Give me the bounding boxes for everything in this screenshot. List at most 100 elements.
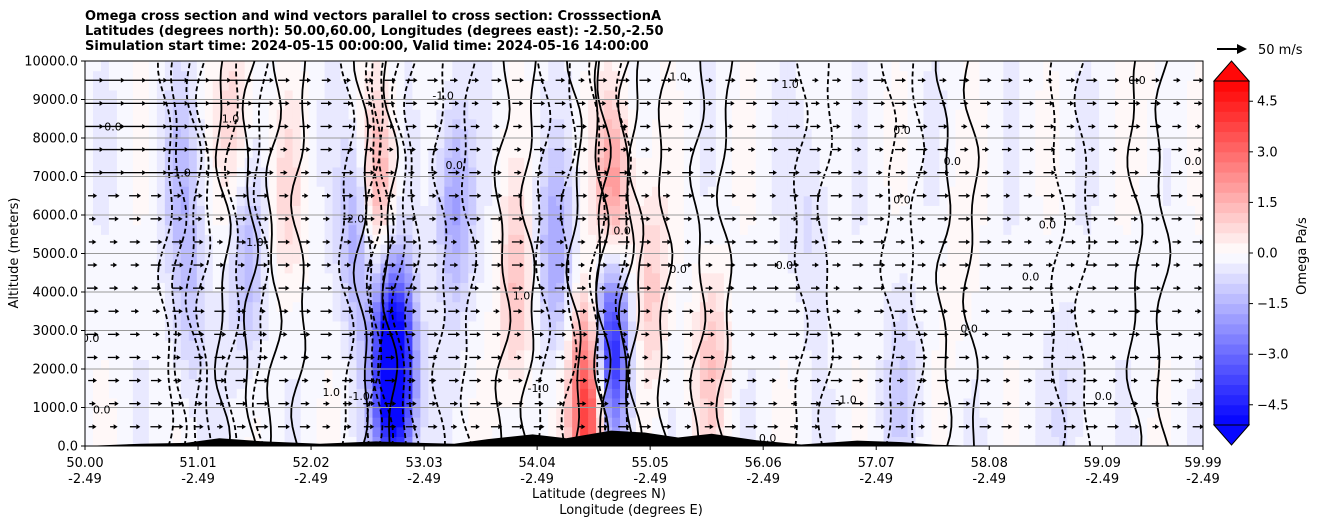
field-cell [995,243,1004,255]
field-cell [644,128,653,139]
field-cell [947,243,957,255]
field-cell [843,330,853,341]
field-cell [819,243,829,255]
field-cell [188,61,198,72]
field-cell [124,436,134,446]
field-cell [396,407,406,418]
field-cell [827,301,837,312]
field-cell [268,118,278,129]
field-cell [731,70,741,81]
field-cell [500,369,509,380]
field-cell [739,272,749,283]
field-cell [364,70,374,81]
field-cell [628,359,637,370]
field-cell [755,215,765,226]
field-cell [252,89,262,101]
field-cell [667,292,677,303]
field-cell [763,340,773,351]
field-cell [867,205,877,216]
field-cell [172,215,182,226]
field-cell [811,89,821,101]
field-cell [699,80,709,91]
field-cell [212,272,222,283]
field-cell [108,349,118,360]
field-cell [1027,253,1036,264]
field-cell [987,118,996,129]
field-cell [1067,215,1076,226]
field-cell [580,340,589,351]
field-cell [995,397,1004,409]
field-cell [979,397,988,409]
field-cell [1011,195,1020,206]
field-cell [540,292,549,303]
field-cell [444,359,453,370]
field-cell [803,99,813,110]
field-cell [428,282,437,293]
field-cell [356,397,366,409]
field-cell [715,272,725,283]
field-cell [1019,128,1028,139]
field-cell [915,118,925,129]
field-cell [955,176,965,187]
field-cell [260,311,270,322]
field-cell [228,195,238,206]
field-cell [1011,176,1020,187]
field-cell [564,118,573,129]
field-cell [755,407,765,418]
field-cell [556,243,565,255]
field-cell [659,407,669,418]
field-cell [675,397,685,409]
field-cell [620,388,629,399]
field-cell [827,253,837,264]
field-cell [731,205,741,216]
field-cell [172,147,182,158]
field-cell [276,359,286,370]
field-cell [787,80,797,91]
field-cell [164,80,174,91]
field-cell [755,243,765,255]
field-cell [628,215,637,226]
field-cell [715,176,725,187]
field-cell [85,224,94,235]
field-cell [675,186,685,197]
field-cell [196,195,206,206]
field-cell [124,282,134,293]
field-cell [484,224,493,235]
field-cell [340,378,350,389]
field-cell [899,118,909,129]
field-cell [915,80,925,91]
field-cell [468,301,477,312]
field-cell [228,215,238,226]
field-cell [492,89,501,101]
field-cell [484,417,493,428]
field-cell [683,243,693,255]
field-cell [324,407,334,418]
field-cell [252,263,262,274]
field-cell [380,224,390,235]
field-cell [164,253,174,264]
field-cell [915,157,925,168]
field-cell [316,320,326,332]
field-cell [548,397,557,409]
field-cell [148,215,158,226]
field-cell [987,272,996,283]
field-cell [963,311,973,322]
field-cell [707,292,717,303]
field-cell [396,417,406,428]
field-cell [1011,186,1020,197]
field-cell [915,426,925,437]
field-cell [963,224,973,235]
field-cell [268,369,278,380]
field-cell [156,407,166,418]
field-cell [244,215,254,226]
field-cell [100,407,110,418]
field-cell [1043,166,1052,178]
field-cell [859,243,869,255]
field-cell [835,253,845,264]
field-cell [1051,311,1060,322]
field-cell [85,89,94,101]
field-cell [220,128,230,139]
field-cell [340,282,350,293]
field-cell [300,224,310,235]
field-cell [644,195,653,206]
